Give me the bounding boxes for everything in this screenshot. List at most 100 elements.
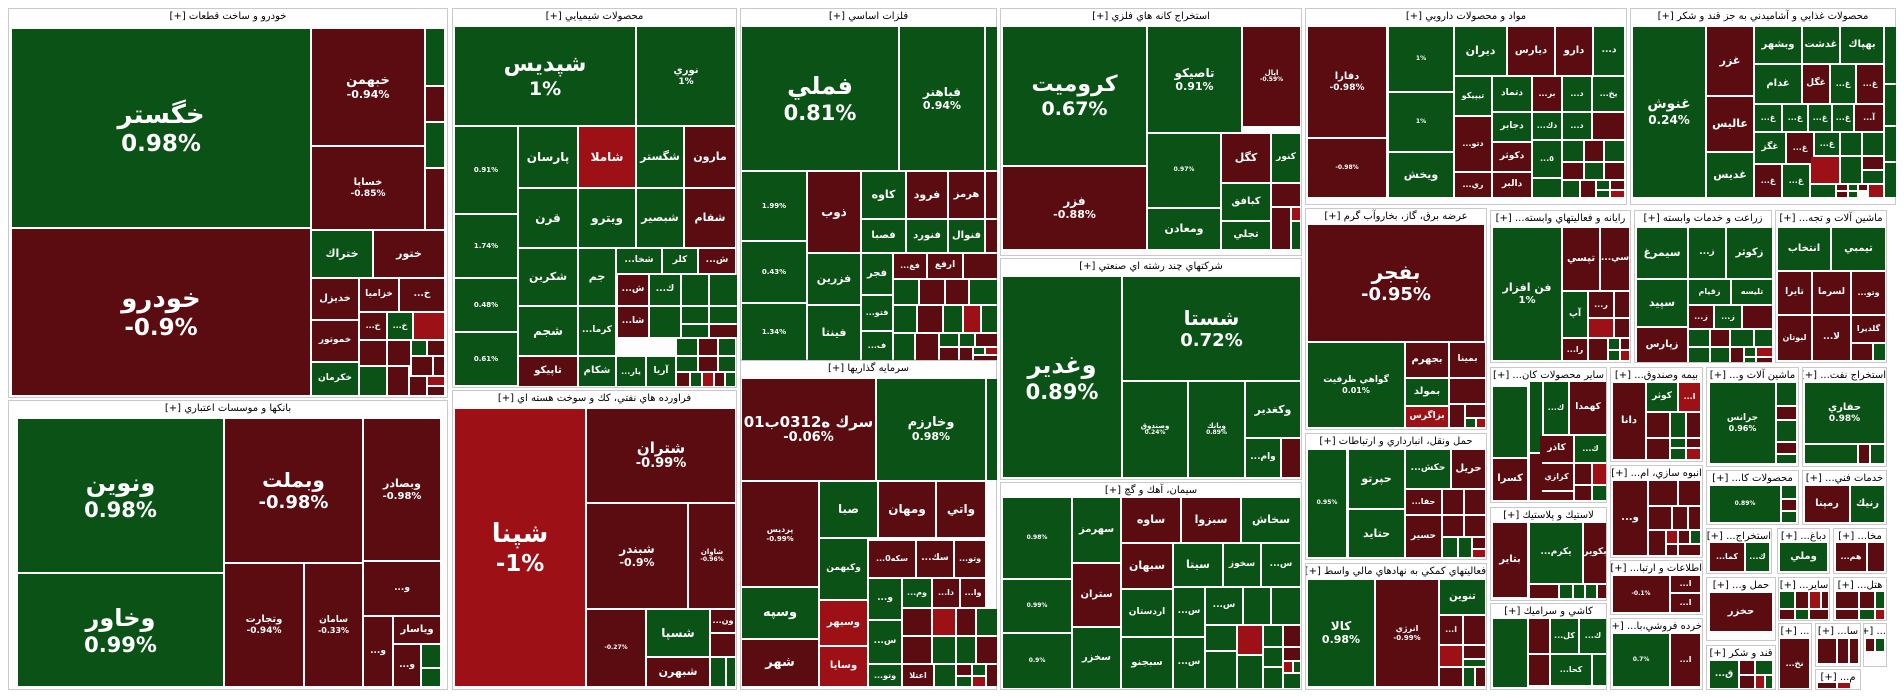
stock-tile-ارفع[interactable]: ارفع bbox=[928, 254, 962, 278]
stock-tile-ا[interactable]: ا... bbox=[1671, 594, 1700, 612]
stock-tile[interactable] bbox=[1687, 413, 1700, 437]
stock-tile-ري[interactable]: ري... bbox=[1455, 173, 1491, 197]
stock-tile-شگستر[interactable]: شگستر bbox=[637, 127, 683, 187]
stock-tile[interactable] bbox=[1863, 157, 1883, 169]
stock-tile-وسپه[interactable]: وسپه bbox=[742, 588, 818, 638]
stock-tile-س[interactable]: س... bbox=[1206, 588, 1242, 624]
stock-tile[interactable] bbox=[711, 658, 725, 686]
stock-tile[interactable] bbox=[1837, 185, 1847, 190]
stock-tile-ويخش[interactable]: ويخش bbox=[1389, 153, 1453, 197]
stock-tile-حكش[interactable]: حكش... bbox=[1406, 450, 1450, 488]
stock-tile-و[interactable]: و... bbox=[364, 617, 392, 686]
stock-tile[interactable] bbox=[699, 357, 717, 371]
stock-tile[interactable] bbox=[1756, 661, 1772, 674]
stock-tile-خزاميا[interactable]: خزاميا bbox=[360, 279, 398, 311]
stock-tile-گلديرا[interactable]: گلديرا bbox=[1852, 316, 1885, 342]
stock-tile-شاملا[interactable]: شاملا bbox=[579, 127, 635, 187]
stock-tile-وكغدير[interactable]: وكغدير bbox=[1246, 382, 1300, 437]
stock-tile-پارسان[interactable]: پارسان bbox=[519, 127, 577, 187]
stock-tile-تپسي[interactable]: تپسي bbox=[1563, 228, 1599, 290]
stock-tile[interactable] bbox=[1841, 157, 1861, 183]
sector-header[interactable]: محصولات غذايي و آشاميدني به جز قند و شكر… bbox=[1631, 9, 1895, 24]
stock-tile-سكه0[interactable]: سكه0... bbox=[869, 541, 915, 577]
stock-tile[interactable] bbox=[428, 341, 444, 355]
stock-tile[interactable] bbox=[1206, 626, 1236, 650]
stock-tile[interactable] bbox=[977, 609, 997, 635]
stock-tile[interactable] bbox=[970, 280, 997, 304]
stock-tile-وبصادر[interactable]: وبصادر -0.98% bbox=[364, 419, 440, 560]
sector-header[interactable]: بانكها و موسسات اعتباري [+] bbox=[9, 401, 447, 416]
stock-tile[interactable] bbox=[944, 306, 962, 332]
stock-tile[interactable] bbox=[1597, 191, 1609, 197]
stock-tile[interactable] bbox=[1649, 507, 1671, 529]
stock-tile-شخا[interactable]: شخا... bbox=[617, 249, 661, 273]
stock-tile-وبملت[interactable]: وبملت -0.98% bbox=[225, 419, 362, 562]
sector-header[interactable]: رايانه و فعاليتهاي وابسته... [+] bbox=[1491, 211, 1630, 226]
stock-tile[interactable] bbox=[1838, 639, 1848, 663]
stock-tile-و[interactable]: و... bbox=[394, 645, 420, 686]
stock-tile[interactable] bbox=[434, 357, 444, 375]
stock-tile-خساپا[interactable]: خساپا -0.85% bbox=[312, 147, 424, 229]
stock-tile[interactable] bbox=[1740, 676, 1754, 688]
stock-tile[interactable] bbox=[1621, 339, 1629, 349]
stock-tile-فغ[interactable]: فغ... bbox=[894, 254, 926, 278]
stock-tile-وام[interactable]: وام... bbox=[1246, 439, 1280, 477]
stock-tile-وبانك[interactable]: وبانك 0.89% bbox=[1189, 382, 1244, 477]
stock-tile-انتخاب[interactable]: انتخاب bbox=[1778, 228, 1830, 270]
stock-tile[interactable] bbox=[1667, 545, 1677, 555]
stock-tile[interactable] bbox=[1743, 306, 1772, 328]
stock-tile-غدشت[interactable]: غدشت bbox=[1803, 27, 1839, 63]
stock-tile[interactable] bbox=[1849, 185, 1857, 190]
stock-tile-كالا[interactable]: كالا 0.98% bbox=[1308, 580, 1374, 686]
stock-tile-فباهنر[interactable]: فباهنر 0.94% bbox=[900, 27, 984, 170]
stock-tile-حپرتو[interactable]: حپرتو bbox=[1349, 450, 1404, 508]
stock-tile-سهرمز[interactable]: سهرمز bbox=[1073, 498, 1120, 562]
stock-tile-مارون[interactable]: مارون bbox=[685, 127, 735, 187]
stock-tile-نخ[interactable]: نخ... bbox=[1780, 639, 1809, 688]
sector-header[interactable]: دباغ... [+] bbox=[1778, 529, 1829, 544]
stock-tile[interactable] bbox=[682, 275, 708, 305]
stock-tile[interactable] bbox=[1443, 490, 1463, 514]
stock-tile-وسبهر[interactable]: وسبهر bbox=[820, 601, 867, 645]
sector-header[interactable]: ... [+] bbox=[1779, 624, 1811, 639]
stock-tile[interactable] bbox=[1529, 655, 1549, 685]
stock-tile-غ[interactable]: غ... bbox=[1809, 105, 1831, 131]
stock-tile-جم[interactable]: جم bbox=[579, 249, 615, 305]
stock-tile[interactable] bbox=[1238, 656, 1262, 688]
stock-tile-شجم[interactable]: شجم bbox=[519, 307, 577, 355]
stock-tile[interactable] bbox=[650, 307, 680, 337]
sector-header[interactable]: فراورده هاي نفتي، كك و سوخت هسته اي [+] bbox=[453, 391, 736, 406]
stock-tile-شفام[interactable]: شفام bbox=[685, 189, 735, 247]
stock-tile-پرديس[interactable]: پرديس -0.99% bbox=[742, 482, 818, 586]
sector-header[interactable]: استخراج كانه هاي فلزي [+] bbox=[1001, 9, 1301, 24]
stock-tile[interactable] bbox=[1533, 179, 1561, 197]
stock-tile[interactable] bbox=[1466, 405, 1485, 417]
sector-header[interactable]: سا... [+] bbox=[1816, 624, 1860, 639]
stock-tile[interactable] bbox=[1740, 661, 1754, 674]
stock-tile[interactable] bbox=[1589, 339, 1607, 360]
stock-tile-تيپيكو[interactable]: تيپيكو bbox=[1455, 77, 1491, 115]
stock-tile[interactable]: 1.74% bbox=[455, 215, 517, 277]
sector-header[interactable]: خودرو و ساخت قطعات [+] bbox=[9, 9, 447, 24]
stock-tile[interactable]: 1% bbox=[1389, 93, 1453, 151]
stock-tile-كرازي[interactable]: كرازي bbox=[1540, 464, 1573, 490]
stock-tile[interactable] bbox=[1477, 419, 1485, 427]
stock-tile-ديارس[interactable]: ديارس bbox=[1508, 27, 1554, 75]
stock-tile[interactable]: -0.1% bbox=[1613, 576, 1669, 612]
stock-tile[interactable] bbox=[976, 334, 997, 346]
stock-tile-خموتور[interactable]: خموتور bbox=[312, 321, 358, 361]
sector-header[interactable]: حمل و... [+] bbox=[1707, 578, 1775, 593]
stock-tile[interactable] bbox=[933, 609, 955, 635]
stock-tile[interactable] bbox=[1687, 449, 1700, 459]
stock-tile[interactable] bbox=[422, 645, 440, 667]
stock-tile-وتجارت[interactable]: وتجارت -0.94% bbox=[225, 564, 303, 686]
stock-tile-دانا[interactable]: دانا bbox=[1613, 383, 1645, 459]
stock-tile-غ[interactable]: غ... bbox=[1815, 133, 1839, 155]
stock-tile-س[interactable]: س... bbox=[1174, 588, 1204, 636]
stock-tile[interactable] bbox=[727, 658, 735, 686]
sector-header[interactable]: استخراج نفت... [+] bbox=[1803, 368, 1886, 383]
stock-tile[interactable] bbox=[1611, 191, 1624, 197]
stock-tile-ز[interactable]: ز... bbox=[1689, 306, 1713, 328]
stock-tile[interactable] bbox=[986, 220, 997, 252]
stock-tile-شبندر[interactable]: شبندر -0.9% bbox=[587, 504, 687, 608]
